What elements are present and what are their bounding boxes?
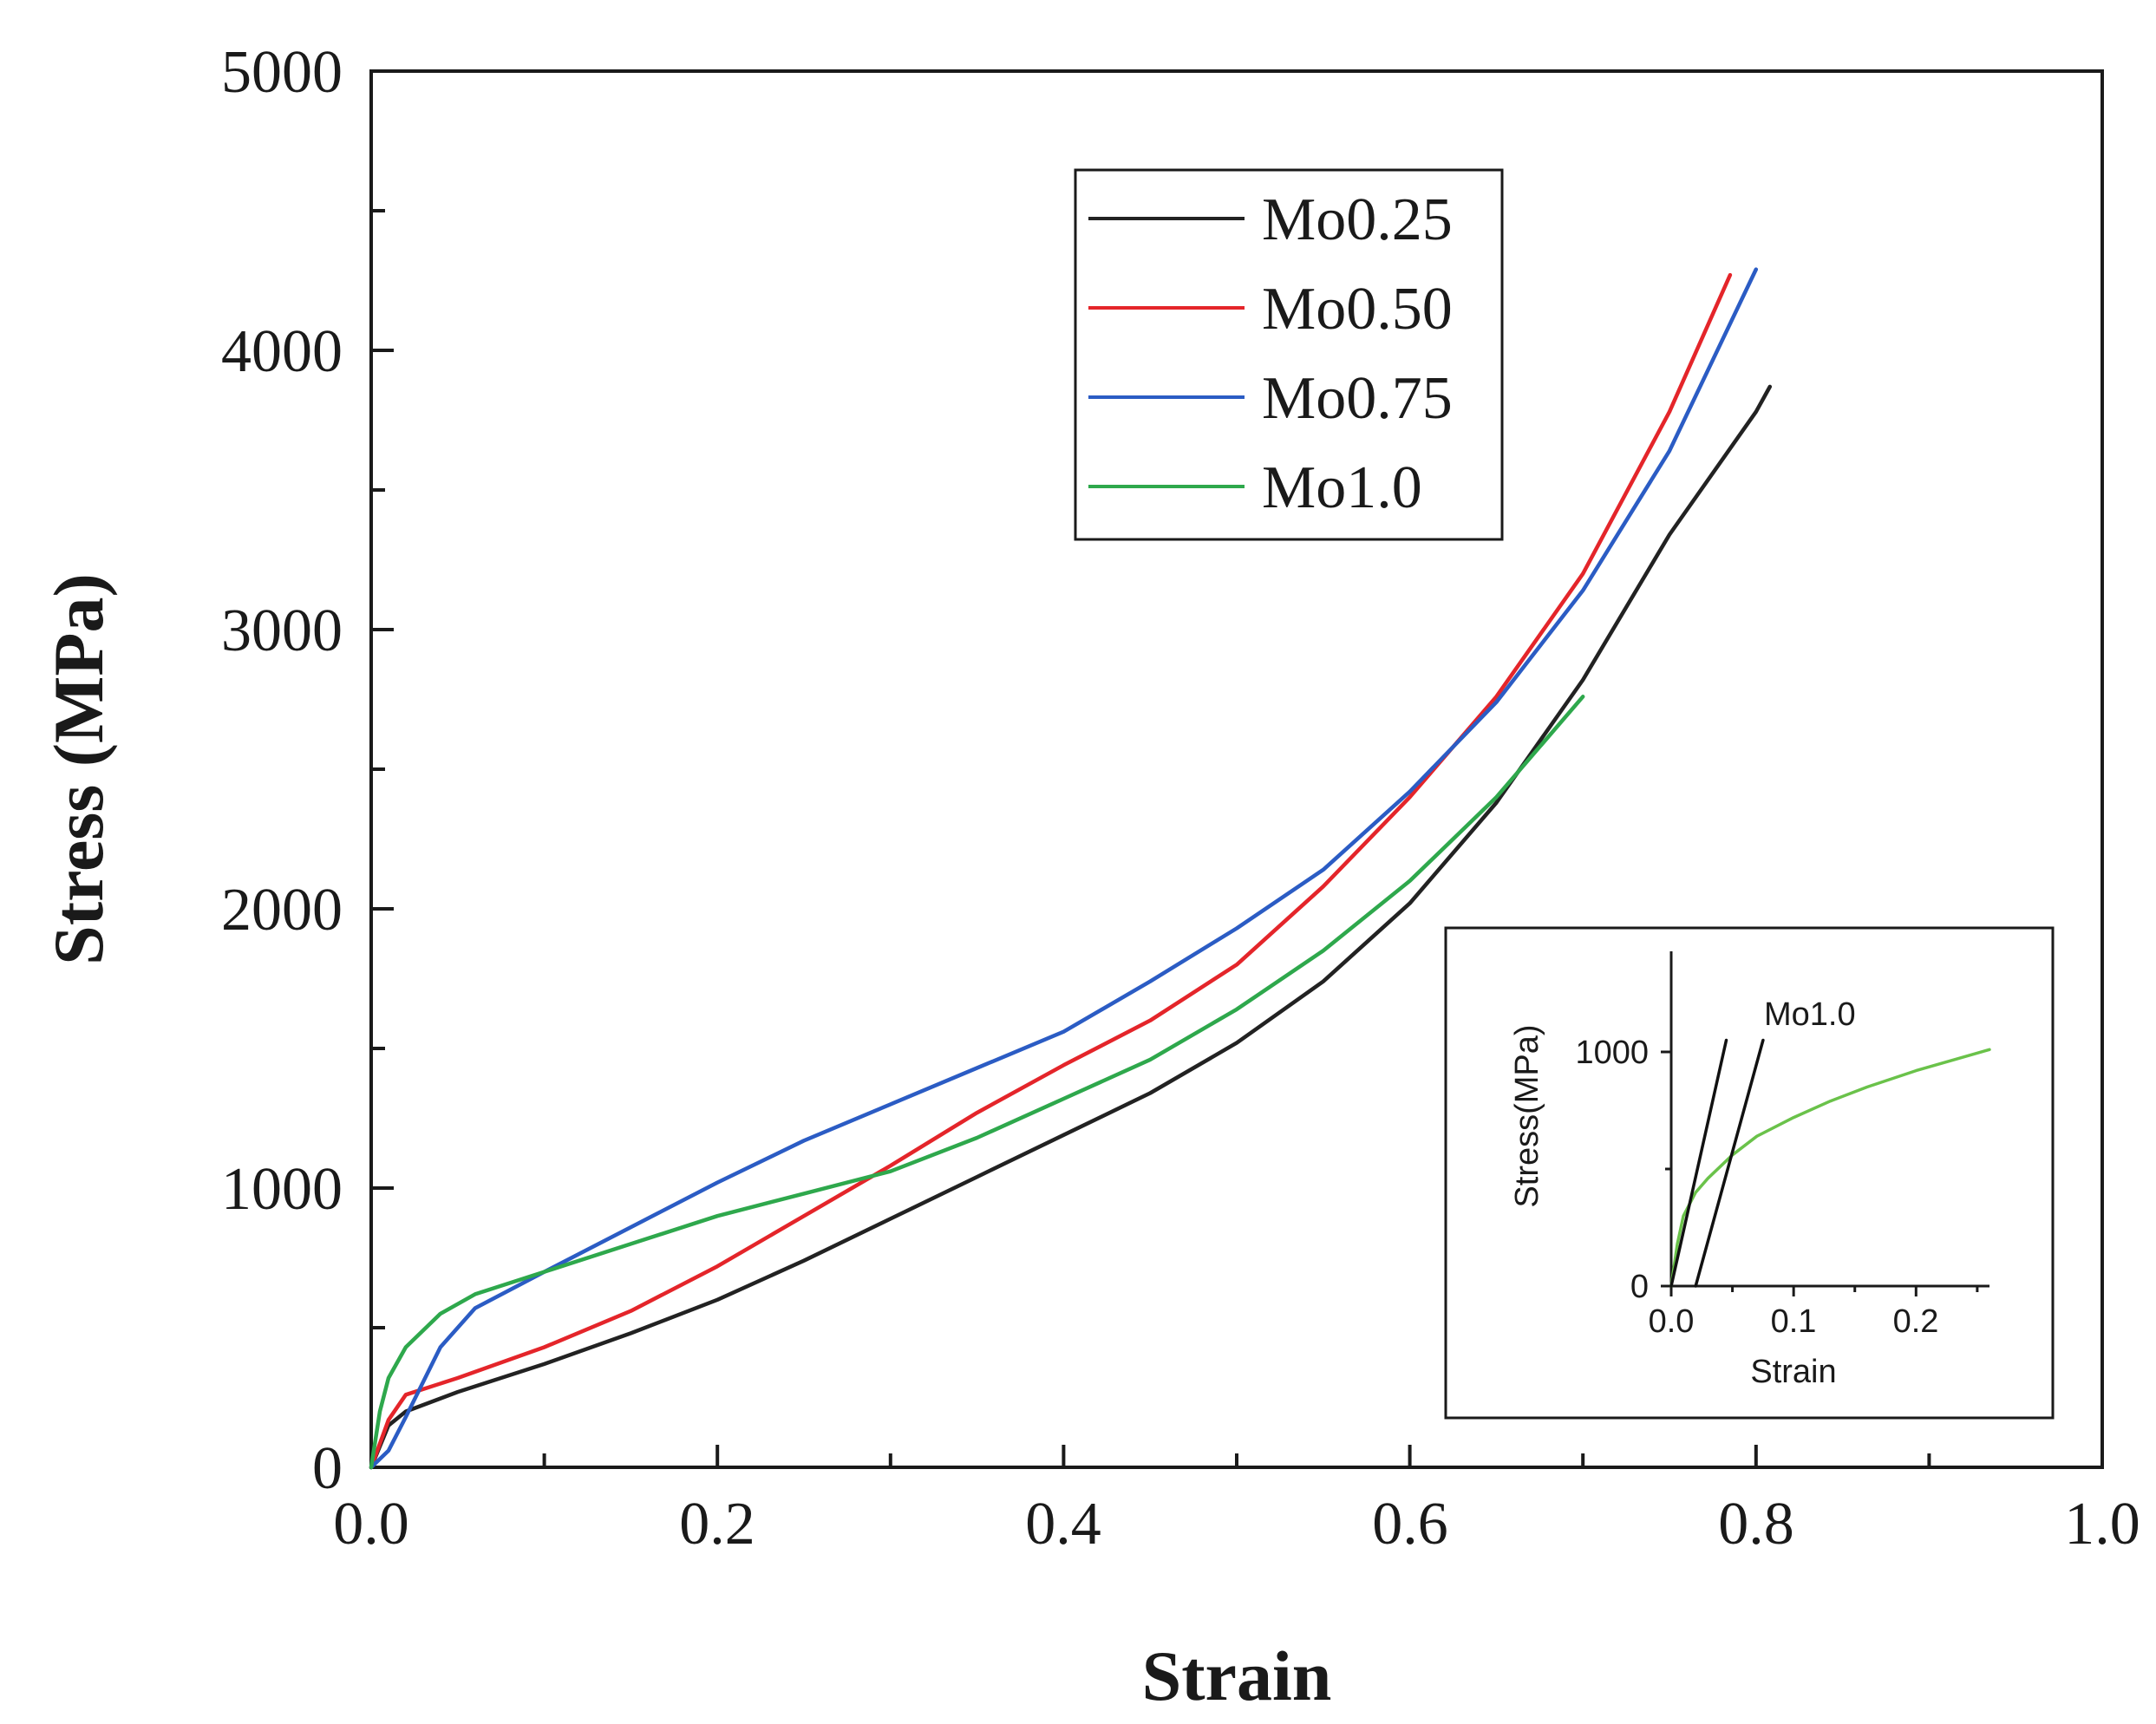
inset-chart: 0 1000 0.0 0.1 0.2 Strain Stress(MPa) Mo… [1444,926,2055,1420]
inset-annotation: Mo1.0 [1764,996,1856,1033]
legend-label-mo1.0: Mo1.0 [1262,454,1422,521]
legend-label-mo0.50: Mo0.50 [1262,276,1453,343]
series-line-mo0.50 [369,272,1733,1470]
inset-y-axis-title: Stress(MPa) [1509,1024,1545,1207]
inset-series-mo1.0 [1669,1048,1991,1288]
legend: Mo0.25 Mo0.50 Mo0.75 Mo1.0 [1074,168,1504,541]
inset-series-offset-line [1694,1038,1765,1288]
inset-y-tick-label-0: 0 [1630,1269,1649,1305]
series-line-mo1.0 [369,695,1585,1470]
legend-label-mo0.25: Mo0.25 [1262,186,1453,253]
axis-ticks [369,69,2104,1469]
y-tick-label-2000: 2000 [221,877,343,944]
y-tick-label-0: 0 [312,1435,343,1502]
inset-x-tick-label-0.0: 0.0 [1649,1303,1695,1340]
legend-box [1074,168,1504,541]
inset-series-elastic-line [1669,1038,1728,1288]
inset-x-tick-label-0.2: 0.2 [1893,1303,1939,1340]
y-tick-label-5000: 5000 [221,39,343,106]
y-axis-title: Stress (MPa) [39,573,118,965]
x-tick-label-0.4: 0.4 [1025,1491,1101,1557]
inset-frame [1444,926,2055,1420]
inset-x-axis-title: Strain [1750,1354,1836,1390]
series-line-mo0.75 [369,267,1759,1470]
inset-series-group [1669,1038,1991,1288]
y-tick-label-1000: 1000 [221,1156,343,1223]
series-line-mo0.25 [369,384,1773,1470]
series-group [369,267,1773,1470]
x-tick-label-0.0: 0.0 [333,1491,409,1557]
y-tick-label-3000: 3000 [221,598,343,664]
inset-axis-ticks [1661,1050,1979,1296]
y-tick-label-4000: 4000 [221,318,343,385]
x-tick-label-1.0: 1.0 [2064,1491,2140,1557]
inset-x-tick-label-0.1: 0.1 [1771,1303,1817,1340]
inset-y-tick-label-1000: 1000 [1575,1035,1649,1071]
x-tick-labels: 0.0 0.2 0.4 0.6 0.8 1.0 [333,1491,2140,1557]
x-axis-title: Strain [1142,1636,1332,1715]
legend-label-mo0.75: Mo0.75 [1262,365,1453,432]
x-tick-label-0.2: 0.2 [679,1491,755,1557]
x-tick-label-0.6: 0.6 [1372,1491,1448,1557]
x-tick-label-0.8: 0.8 [1718,1491,1794,1557]
y-tick-labels: 0 1000 2000 3000 4000 5000 [221,39,343,1502]
